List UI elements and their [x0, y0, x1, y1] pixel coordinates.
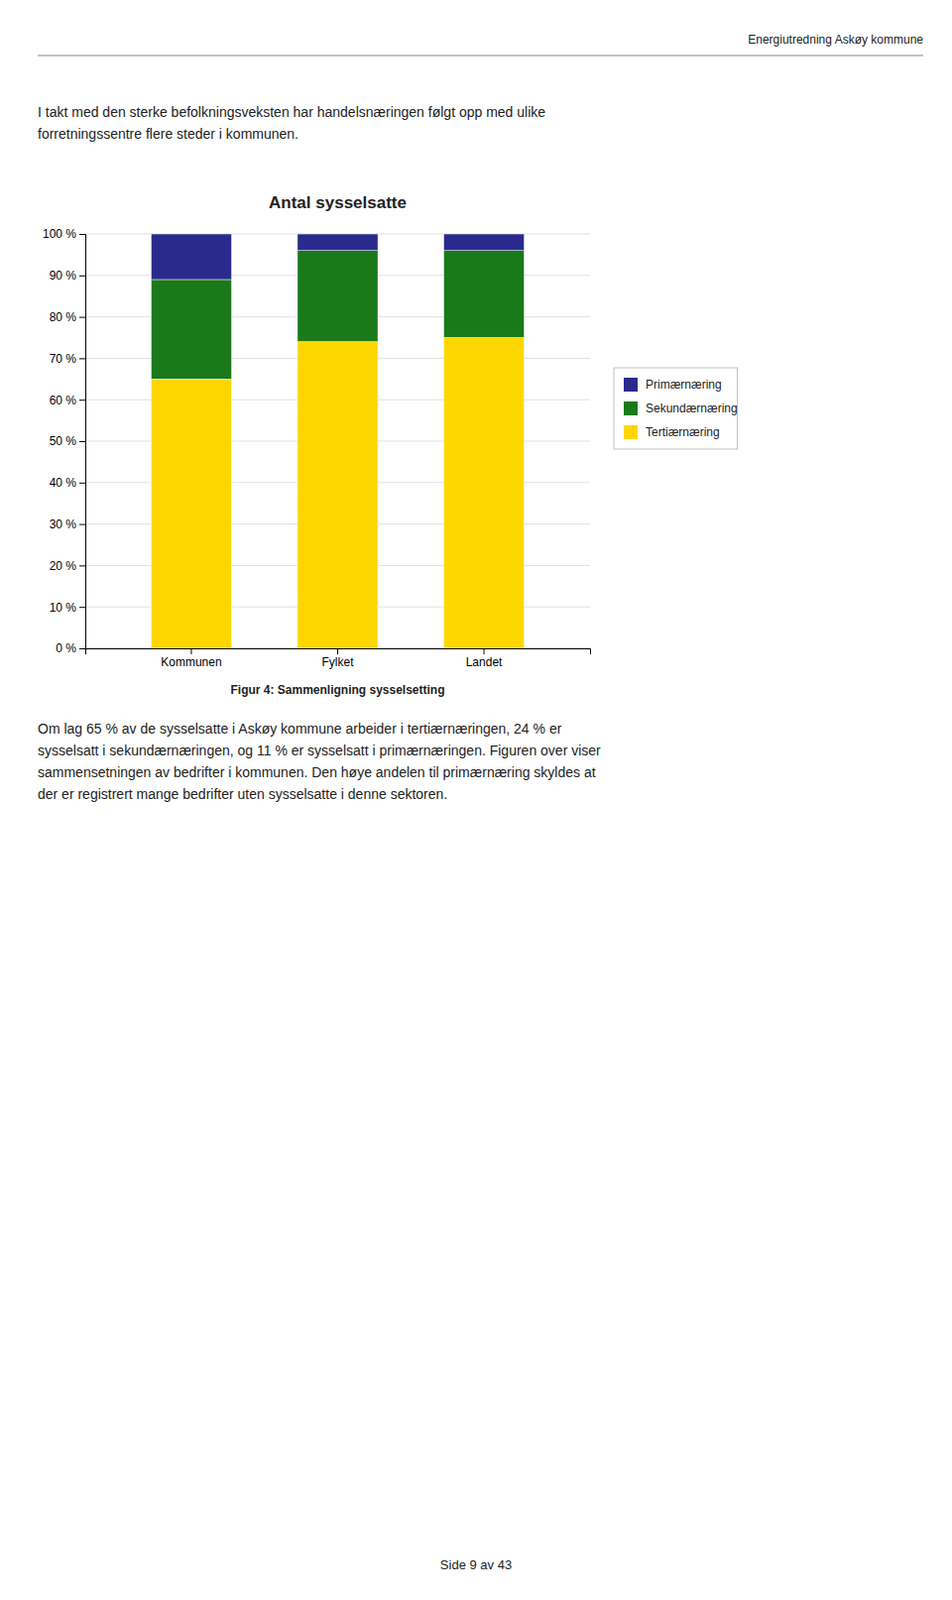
- y-tick-label: 90 %: [49, 268, 78, 283]
- chart-title: Antal sysselsatte: [268, 193, 407, 213]
- y-tick-mark: [79, 565, 86, 567]
- body-text-line: sammensetningen av bedrifter i kommunen.…: [37, 764, 596, 781]
- x-tick-label: Fylket: [321, 655, 355, 670]
- y-tick-mark: [79, 357, 86, 359]
- intro-text: I takt med den sterke befolkningsveksten…: [37, 104, 546, 142]
- body-text-line: der er registrert mange bedrifter uten s…: [37, 786, 448, 803]
- bar: [150, 378, 232, 649]
- y-tick: 60 %: [49, 393, 86, 408]
- x-tick: Landet: [466, 648, 503, 670]
- y-tick-mark: [79, 606, 86, 608]
- body-text-line: sysselsatt i sekundærnæringen, og 11 % e…: [37, 742, 601, 759]
- x-tick-mark: [483, 648, 485, 655]
- plot: 0 % 10 % 20 % 30 % 40 % 50 % 60 % 70 % 80 % 90 % 1…: [42, 227, 592, 669]
- figure-caption: Figur 4: Sammenligning sysselsetting: [230, 683, 445, 698]
- y-tick-mark: [79, 482, 86, 484]
- y-tick-label: 50 %: [49, 434, 78, 449]
- y-tick: 50 %: [49, 434, 86, 449]
- x-tick-label: Kommunen: [160, 655, 222, 670]
- y-tick-label: 30 %: [49, 517, 78, 532]
- header: Energiutredning Askøy kommune: [747, 32, 924, 47]
- legend-label: Tertiærnæring: [645, 425, 720, 440]
- bar: [443, 338, 524, 650]
- bar: [443, 250, 524, 339]
- grid: [85, 234, 591, 649]
- y-tick-label: 40 %: [49, 476, 78, 490]
- intro-text-line: I takt med den sterke befolkningsveksten…: [37, 104, 546, 120]
- x-axis: Kommunen Fylket Landet: [86, 648, 592, 670]
- y-tick: 0 %: [55, 641, 86, 656]
- legend-item: Primærnæring: [623, 377, 722, 392]
- y-tick: 10 %: [49, 600, 86, 615]
- x-axis-line: [86, 649, 592, 656]
- y-tick-mark: [79, 234, 86, 236]
- y-tick-label: 20 %: [49, 559, 78, 574]
- x-tick-label: Landet: [466, 655, 503, 670]
- y-tick-label: 70 %: [49, 352, 78, 366]
- y-tick: 80 %: [49, 310, 86, 325]
- y-axis-line: [79, 235, 87, 650]
- bar: [150, 234, 232, 280]
- legend-item: Sekundærnæring: [623, 401, 738, 416]
- y-tick-label: 60 %: [49, 393, 78, 408]
- bar: [297, 342, 378, 649]
- y-tick: 90 %: [49, 268, 86, 283]
- legend-item: Tertiærnæring: [623, 425, 720, 440]
- y-tick-label: 100 %: [42, 227, 77, 241]
- x-tick-mark: [337, 648, 339, 655]
- y-tick-label: 0 %: [55, 641, 77, 656]
- legend-swatch: [623, 401, 638, 416]
- y-tick: 20 %: [49, 559, 86, 574]
- intro-text-line: forretningssentre flere steder i kommune…: [37, 125, 299, 142]
- header-rule: [37, 55, 924, 57]
- y-tick-mark: [79, 399, 86, 401]
- y-tick: 70 %: [49, 352, 86, 366]
- y-tick-label: 80 %: [49, 310, 78, 325]
- x-tick: Fylket: [321, 648, 355, 670]
- y-tick-label: 10 %: [49, 600, 78, 615]
- y-tick: 30 %: [49, 517, 86, 532]
- body-text: Om lag 65 % av de sysselsatte i Askøy ko…: [37, 720, 601, 803]
- bars: [150, 234, 524, 649]
- legend-label: Sekundærnæring: [645, 401, 738, 416]
- legend-frame: [613, 367, 738, 450]
- bar: [150, 279, 232, 379]
- y-tick: 40 %: [49, 476, 86, 490]
- y-tick-mark: [79, 317, 86, 319]
- bar: [443, 234, 524, 251]
- legend-swatch: [623, 425, 638, 440]
- y-tick-mark: [79, 275, 86, 277]
- series: [150, 338, 524, 650]
- body-text-line: Om lag 65 % av de sysselsatte i Askøy ko…: [37, 720, 563, 737]
- y-tick-mark: [79, 648, 86, 650]
- y-tick-mark: [79, 441, 86, 443]
- legend-swatch: [623, 377, 638, 392]
- footer: Side 9 av 43: [440, 1557, 512, 1573]
- x-tick: Kommunen: [160, 648, 222, 670]
- bar: [297, 234, 378, 251]
- legend-label: Primærnæring: [645, 377, 722, 392]
- page: Energiutredning Askøy kommune I takt med …: [0, 0, 952, 1600]
- series: [150, 234, 524, 280]
- x-tick-mark: [190, 648, 192, 655]
- bar: [297, 250, 378, 343]
- y-tick-mark: [79, 524, 86, 526]
- y-tick: 100 %: [42, 227, 86, 241]
- y-axis: 0 % 10 % 20 % 30 % 40 % 50 % 60 % 70 % 80 % 90 % 1…: [42, 227, 87, 656]
- legend: Primærnæring Sekundærnæring Tertiærnæring: [613, 367, 738, 450]
